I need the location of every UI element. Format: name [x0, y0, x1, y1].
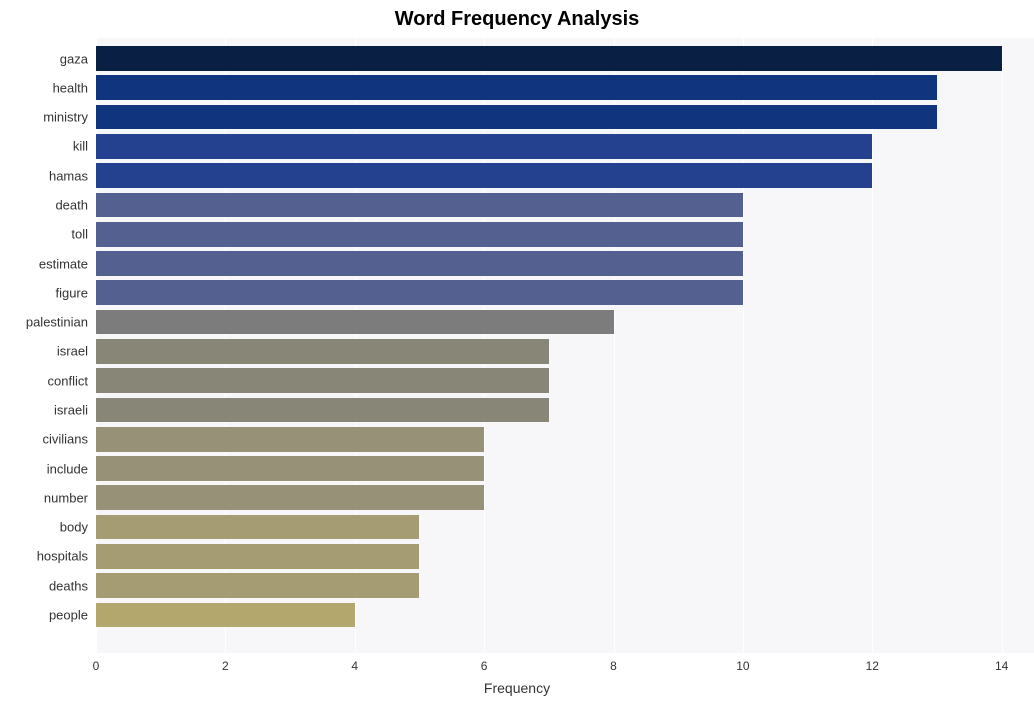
bar — [96, 134, 872, 159]
y-category-label: hospitals — [0, 549, 88, 564]
y-category-label: israel — [0, 344, 88, 359]
bar — [96, 515, 419, 540]
bar-row — [96, 75, 1034, 100]
bar-row — [96, 251, 1034, 276]
y-category-label: palestinian — [0, 315, 88, 330]
y-category-label: figure — [0, 285, 88, 300]
bar — [96, 75, 937, 100]
bar-row — [96, 163, 1034, 188]
x-tick-label: 4 — [351, 659, 358, 673]
bar — [96, 310, 614, 335]
y-category-label: include — [0, 461, 88, 476]
bar-row — [96, 427, 1034, 452]
bar-row — [96, 222, 1034, 247]
x-tick-label: 6 — [481, 659, 488, 673]
bar-row — [96, 485, 1034, 510]
x-tick-label: 8 — [610, 659, 617, 673]
y-category-label: number — [0, 490, 88, 505]
bar-row — [96, 398, 1034, 423]
y-category-label: israeli — [0, 402, 88, 417]
y-category-label: civilians — [0, 432, 88, 447]
y-category-label: kill — [0, 139, 88, 154]
x-tick-label: 12 — [866, 659, 879, 673]
y-category-label: toll — [0, 227, 88, 242]
bar — [96, 251, 743, 276]
bar — [96, 46, 1002, 71]
bar-row — [96, 573, 1034, 598]
x-tick-label: 2 — [222, 659, 229, 673]
bar-row — [96, 105, 1034, 130]
bar-row — [96, 515, 1034, 540]
bar-row — [96, 280, 1034, 305]
x-tick-label: 10 — [736, 659, 749, 673]
y-category-label: estimate — [0, 256, 88, 271]
word-frequency-chart: Word Frequency Analysis Frequency 0 2 4 6 8 1… — [0, 0, 1034, 701]
bar-row — [96, 368, 1034, 393]
bar-row — [96, 456, 1034, 481]
bar — [96, 573, 419, 598]
bar — [96, 105, 937, 130]
bar-row — [96, 46, 1034, 71]
bar — [96, 222, 743, 247]
bar — [96, 368, 549, 393]
bar — [96, 339, 549, 364]
bar-row — [96, 603, 1034, 628]
bar — [96, 485, 484, 510]
x-axis-label: Frequency — [0, 680, 1034, 696]
bar — [96, 456, 484, 481]
y-category-label: deaths — [0, 578, 88, 593]
y-category-label: death — [0, 197, 88, 212]
bar-row — [96, 544, 1034, 569]
bar-row — [96, 339, 1034, 364]
bar — [96, 544, 419, 569]
bar-row — [96, 134, 1034, 159]
x-tick-label: 0 — [93, 659, 100, 673]
plot-area — [96, 38, 1034, 653]
bar — [96, 603, 355, 628]
y-category-label: conflict — [0, 373, 88, 388]
y-category-label: body — [0, 520, 88, 535]
bar — [96, 398, 549, 423]
y-category-label: ministry — [0, 110, 88, 125]
bar — [96, 193, 743, 218]
x-tick-label: 14 — [995, 659, 1008, 673]
bar-row — [96, 310, 1034, 335]
y-category-label: health — [0, 80, 88, 95]
y-category-label: people — [0, 607, 88, 622]
bar — [96, 427, 484, 452]
y-category-label: gaza — [0, 51, 88, 66]
y-category-label: hamas — [0, 168, 88, 183]
bar — [96, 163, 872, 188]
chart-title: Word Frequency Analysis — [0, 8, 1034, 31]
bar — [96, 280, 743, 305]
bar-row — [96, 193, 1034, 218]
